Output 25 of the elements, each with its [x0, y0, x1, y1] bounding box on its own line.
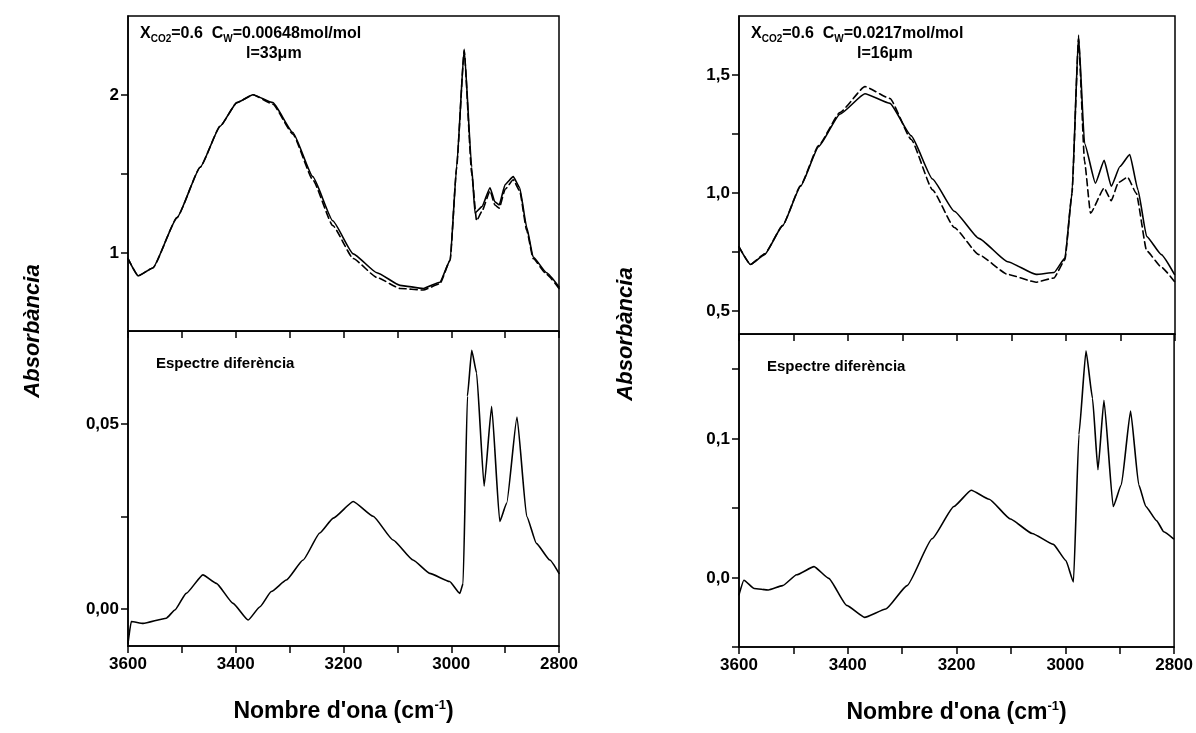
x-tick-label: 3000 — [1046, 655, 1085, 674]
y-tick-label: 1,0 — [706, 183, 730, 203]
y-tick-label: 1 — [109, 242, 119, 262]
y-axis-title: Absorbància — [612, 267, 638, 401]
annotation: Espectre diferència — [767, 357, 907, 374]
x-tick-label: 3400 — [828, 655, 867, 674]
x-tick-label: 3400 — [216, 654, 255, 673]
y-tick-label: 0,0 — [706, 567, 730, 587]
y-tick-label: 2 — [109, 85, 119, 105]
y-tick-label: 1,5 — [706, 65, 730, 85]
annotation: l=33μm — [246, 43, 302, 61]
annotation: Espectre diferència — [156, 354, 296, 371]
y-axis-title: Absorbància — [19, 264, 45, 398]
y-tick-label: 0,5 — [706, 300, 730, 320]
annotation: l=16μm — [857, 43, 913, 61]
y-tick-label: 0,05 — [85, 414, 119, 434]
x-tick-label: 3000 — [432, 654, 471, 673]
y-tick-label: 0,1 — [706, 428, 730, 448]
x-tick-label: 2800 — [1155, 655, 1193, 674]
y-tick-label: 0,00 — [85, 599, 119, 619]
x-tick-label: 2800 — [540, 654, 578, 673]
x-tick-label: 3200 — [324, 654, 363, 673]
x-tick-label: 3600 — [720, 655, 758, 674]
x-tick-label: 3200 — [937, 655, 976, 674]
x-tick-label: 3600 — [109, 654, 147, 673]
